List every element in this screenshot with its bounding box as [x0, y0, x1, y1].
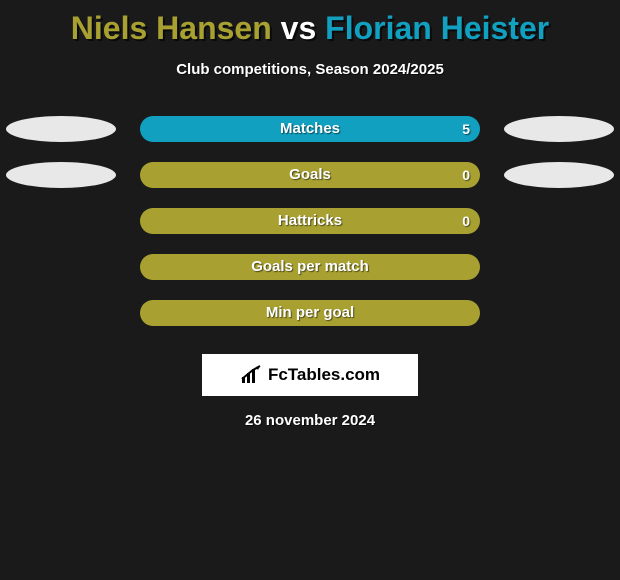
- player1-name: Niels Hansen: [71, 10, 272, 46]
- player1-ellipse: [6, 162, 116, 188]
- stat-bar: Goals per match: [140, 254, 480, 280]
- stat-row: Min per goal: [0, 290, 620, 336]
- comparison-chart: Matches5 Goals0 Hattricks0 Goals per match M…: [0, 106, 620, 336]
- vs-label: vs: [281, 10, 317, 46]
- player2-name: Florian Heister: [325, 10, 549, 46]
- player2-ellipse: [504, 116, 614, 142]
- stat-row: Goals0: [0, 152, 620, 198]
- bar-right-segment: [140, 116, 480, 142]
- chart-icon: [240, 365, 262, 385]
- player2-ellipse: [504, 162, 614, 188]
- bar-left-segment: [140, 254, 480, 280]
- stat-row: Hattricks0: [0, 198, 620, 244]
- bar-left-segment: [140, 162, 480, 188]
- fctables-logo: FcTables.com: [202, 354, 418, 396]
- stat-bar: Hattricks0: [140, 208, 480, 234]
- bar-left-segment: [140, 208, 480, 234]
- date-label: 26 november 2024: [0, 412, 620, 429]
- player1-ellipse: [6, 116, 116, 142]
- stat-row: Matches5: [0, 106, 620, 152]
- logo-text: FcTables.com: [268, 365, 380, 385]
- stat-bar: Min per goal: [140, 300, 480, 326]
- subtitle: Club competitions, Season 2024/2025: [0, 61, 620, 78]
- stat-bar: Goals0: [140, 162, 480, 188]
- stat-row: Goals per match: [0, 244, 620, 290]
- stat-bar: Matches5: [140, 116, 480, 142]
- comparison-title: Niels Hansen vs Florian Heister: [0, 0, 620, 47]
- bar-left-segment: [140, 300, 480, 326]
